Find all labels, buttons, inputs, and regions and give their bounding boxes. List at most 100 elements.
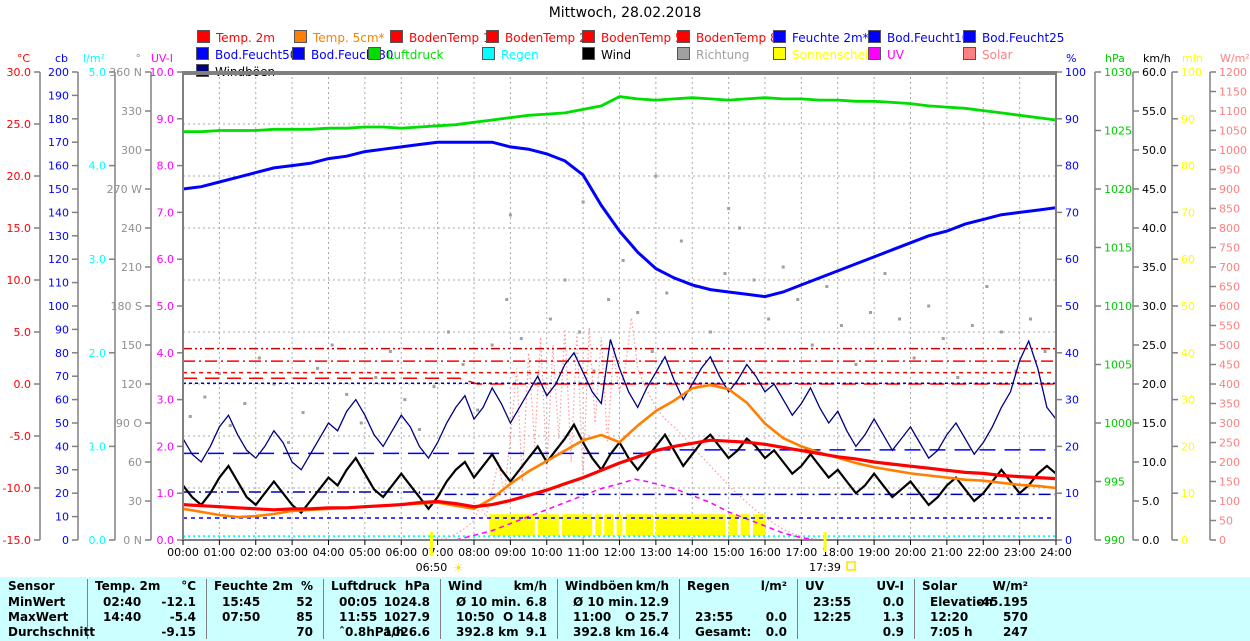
svg-text:1100: 1100: [1219, 105, 1247, 118]
table-cell-value: 1024.8: [383, 595, 430, 609]
legend-swatch-icon: [196, 47, 209, 60]
table-cell-label: 23:55: [695, 610, 734, 624]
svg-text:°C: °C: [17, 52, 31, 65]
table-cell-label: ˆ0.8hPa/h: [339, 625, 405, 639]
svg-text:16:00: 16:00: [749, 546, 781, 559]
col-header-unit: W/m²: [992, 579, 1028, 593]
svg-text:120: 120: [48, 253, 69, 266]
legend-label: Richtung: [696, 48, 750, 62]
svg-text:4.0: 4.0: [157, 347, 175, 360]
legend-item-regen: Regen: [482, 47, 539, 62]
table-cell-value: -12.1: [161, 595, 196, 609]
svg-text:360 N: 360 N: [109, 66, 142, 79]
svg-text:0: 0: [1181, 534, 1188, 547]
table-separator: [440, 579, 441, 639]
y-axis-uvi: UV-I 0.0 1.0 2.0 3.0 4.0 5.0 6.0 7.0 8.0 9.0 10.0: [150, 52, 184, 547]
stats-table: Sensor MinWert MaxWert Durchschnitt Temp. 2m…: [0, 577, 1250, 641]
legend-item-temp-5cm-: Temp. 5cm*: [294, 30, 385, 45]
svg-text:900: 900: [1219, 183, 1240, 196]
legend-item-bodentemp-50: BodenTemp 50: [582, 30, 691, 45]
legend-label: BodenTemp 80: [696, 31, 786, 45]
table-cell-label: 02:40: [103, 595, 142, 609]
col-header-name: UV: [805, 579, 825, 593]
table-cell-value: 0.0: [882, 595, 904, 609]
svg-text:150: 150: [48, 183, 69, 196]
series-bodentemp10: [183, 377, 1056, 385]
y-axis-wm2: W/m² 0 50 100 150 200 250 300 350 400 450 500 550 600…: [1209, 52, 1250, 547]
legend-label: UV: [887, 48, 904, 62]
svg-text:550: 550: [1219, 320, 1240, 333]
table-cell-label: Ø 10 min.: [456, 595, 521, 609]
sun-markers: 06:50 ☀ 17:39: [416, 532, 856, 575]
table-cell-label: Ø 10 min.: [573, 595, 638, 609]
y-axis-cb: cb 0 10 20 30 40 50 60 70 80 90 100 110 120 130 140 150 1…: [48, 52, 79, 547]
svg-text:10: 10: [55, 511, 69, 524]
legend-label: BodenTemp 50: [601, 31, 691, 45]
legend-swatch-icon: [963, 47, 976, 60]
col-header-unit: UV-I: [876, 579, 904, 593]
svg-text:800: 800: [1219, 222, 1240, 235]
svg-text:170: 170: [48, 136, 69, 149]
svg-text:1010: 1010: [1104, 300, 1132, 313]
table-cell-label: 7:05 h: [930, 625, 973, 639]
col-header-unit: hPa: [404, 579, 430, 593]
row-label: Durchschnitt: [8, 625, 96, 639]
svg-text:20.0: 20.0: [1142, 378, 1167, 391]
legend-swatch-icon: [677, 47, 690, 60]
legend-swatch-icon: [773, 47, 786, 60]
legend-item-solar: Solar: [963, 47, 1013, 62]
legend-label: BodenTemp 10: [409, 31, 499, 45]
legend-item-bodentemp-25: BodenTemp 25: [486, 30, 595, 45]
series-feuchte2m: [182, 140, 1057, 299]
svg-text:40: 40: [55, 440, 69, 453]
x-axis: 00:00 01:00 02:00 03:00 04:00 05:00 06:00 07:00…: [167, 540, 1072, 559]
svg-text:1.0: 1.0: [157, 487, 175, 500]
svg-text:30.0: 30.0: [1142, 300, 1167, 313]
svg-text:06:00: 06:00: [385, 546, 417, 559]
svg-text:10: 10: [1065, 487, 1079, 500]
legend-label: Wind: [601, 48, 632, 62]
svg-text:300: 300: [1219, 417, 1240, 430]
svg-text:140: 140: [48, 206, 69, 219]
legend-label: Temp. 2m: [216, 31, 275, 45]
svg-text:19:00: 19:00: [858, 546, 890, 559]
table-cell-value: -45.195: [976, 595, 1028, 609]
legend-label: BodenTemp 25: [505, 31, 595, 45]
svg-text:15.0: 15.0: [7, 222, 32, 235]
svg-text:210: 210: [121, 261, 142, 274]
table-cell-value: O 14.8: [503, 610, 547, 624]
svg-text:cb: cb: [55, 52, 68, 65]
svg-text:13:00: 13:00: [640, 546, 672, 559]
svg-text:80: 80: [1181, 160, 1195, 173]
svg-text:90 O: 90 O: [116, 417, 142, 430]
svg-text:09:00: 09:00: [495, 546, 527, 559]
legend-swatch-icon: [486, 30, 499, 43]
sunrise-sun-icon: ☀: [453, 561, 464, 575]
svg-text:10: 10: [1181, 487, 1195, 500]
svg-text:100: 100: [1181, 66, 1202, 79]
svg-text:03:00: 03:00: [276, 546, 308, 559]
svg-text:00:00: 00:00: [167, 546, 199, 559]
legend-item-bod-feucht50: Bod.Feucht50: [196, 47, 297, 62]
series-luftdruck: [183, 95, 1057, 134]
svg-text:180 S: 180 S: [111, 300, 142, 313]
svg-text:14:00: 14:00: [676, 546, 708, 559]
legend-item-bodentemp-10: BodenTemp 10: [390, 30, 499, 45]
svg-text:50: 50: [55, 417, 69, 430]
svg-text:30: 30: [1065, 394, 1079, 407]
table-cell-label: 12:25: [813, 610, 852, 624]
table-cell-value: 0.9: [882, 625, 904, 639]
col-header-name: Solar: [922, 579, 958, 593]
table-separator: [557, 579, 558, 639]
legend-label: Bod.Feucht25: [982, 31, 1065, 45]
y-axis-hpa: hPa 990 995 1000 1005 1010 1015 1020 1025 1030: [1094, 52, 1132, 547]
legend-swatch-icon: [677, 30, 690, 43]
svg-text:0: 0: [62, 534, 69, 547]
svg-text:°: °: [136, 52, 142, 65]
table-separator: [679, 579, 680, 639]
legend-swatch-icon: [294, 30, 307, 43]
svg-text:45.0: 45.0: [1142, 183, 1167, 196]
svg-text:0: 0: [1219, 534, 1226, 547]
table-separator: [797, 579, 798, 639]
